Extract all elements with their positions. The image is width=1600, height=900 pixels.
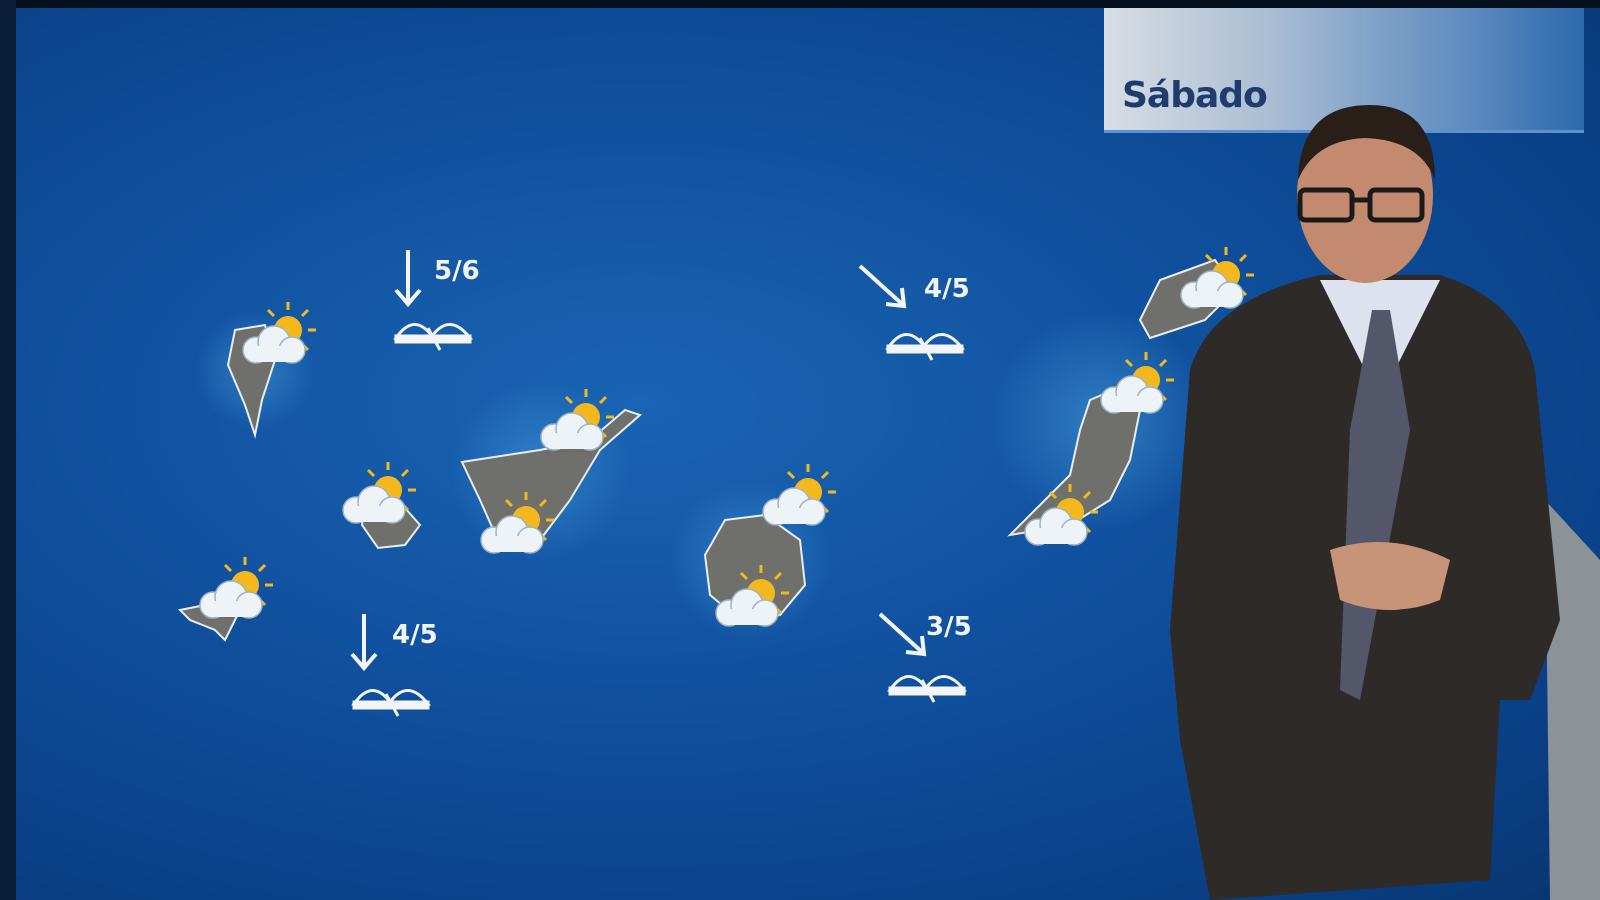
arrow-south-east-icon [858, 264, 907, 309]
glasses [1297, 187, 1425, 223]
arrow-south-east-icon [878, 612, 927, 657]
top-border [0, 0, 1600, 8]
sea-state-value: 3/5 [926, 612, 972, 642]
hands [1330, 542, 1450, 610]
wind-marker: 3/5 [878, 612, 998, 722]
sun-behind-cloud-icon [1023, 482, 1100, 547]
arrow-down-icon [350, 614, 378, 672]
waves-icon [887, 675, 968, 703]
presenter [1170, 105, 1600, 900]
wind-marker: 4/5 [350, 614, 460, 724]
waves-icon [351, 689, 432, 717]
background-rock [1545, 500, 1600, 900]
wind-marker: 5/6 [390, 250, 500, 360]
sea-state-value: 4/5 [924, 274, 970, 304]
sun-behind-cloud-icon [761, 462, 838, 527]
waves-icon [393, 323, 474, 351]
sun-behind-cloud-icon [539, 387, 616, 452]
sea-state-value: 5/6 [434, 256, 480, 286]
waves-icon [885, 333, 966, 361]
sun-behind-cloud-icon [341, 460, 418, 525]
left-border [0, 0, 16, 900]
sun-behind-cloud-icon [198, 555, 275, 620]
arrow-down-icon [394, 250, 422, 308]
day-label: Sábado [1122, 75, 1268, 116]
face [1297, 107, 1433, 283]
wind-marker: 4/5 [858, 264, 978, 374]
sun-behind-cloud-icon [479, 490, 556, 555]
sun-behind-cloud-icon [241, 300, 318, 365]
hair [1298, 105, 1435, 180]
sea-state-value: 4/5 [392, 620, 438, 650]
sun-behind-cloud-icon [714, 563, 791, 628]
